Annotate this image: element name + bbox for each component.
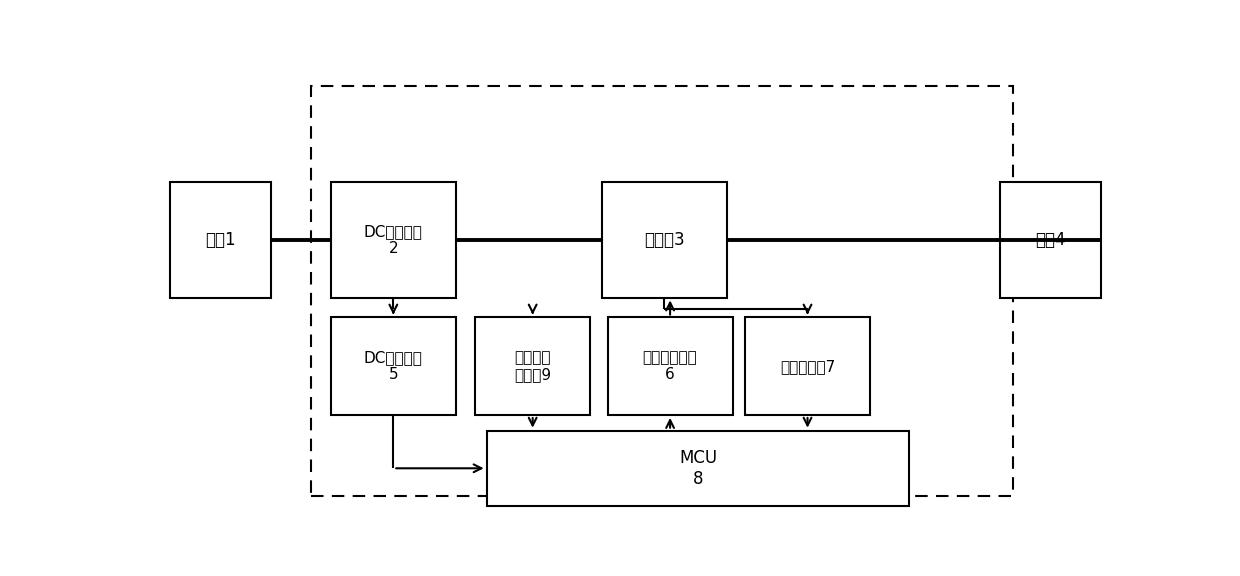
Bar	[486, 431, 909, 506]
Text: 电源1: 电源1	[205, 231, 236, 249]
Text: MCU
8: MCU 8	[680, 449, 717, 488]
Bar	[601, 182, 727, 298]
Bar	[331, 182, 456, 298]
Bar	[745, 317, 870, 415]
Bar	[475, 317, 590, 415]
Bar	[608, 317, 733, 415]
Text: 电流传感器7: 电流传感器7	[780, 359, 836, 374]
Text: DC链滤波器
2: DC链滤波器 2	[363, 223, 423, 256]
Text: 反电动势
传感器9: 反电动势 传感器9	[515, 350, 552, 382]
Text: DC链分压器
5: DC链分压器 5	[363, 350, 423, 382]
Text: 电机4: 电机4	[1035, 231, 1066, 249]
Bar	[1001, 182, 1101, 298]
Bar	[311, 86, 1013, 496]
Text: 半桥驱动模块
6: 半桥驱动模块 6	[642, 350, 697, 382]
Bar	[170, 182, 270, 298]
Bar	[331, 317, 456, 415]
Text: 逆变器3: 逆变器3	[644, 231, 684, 249]
